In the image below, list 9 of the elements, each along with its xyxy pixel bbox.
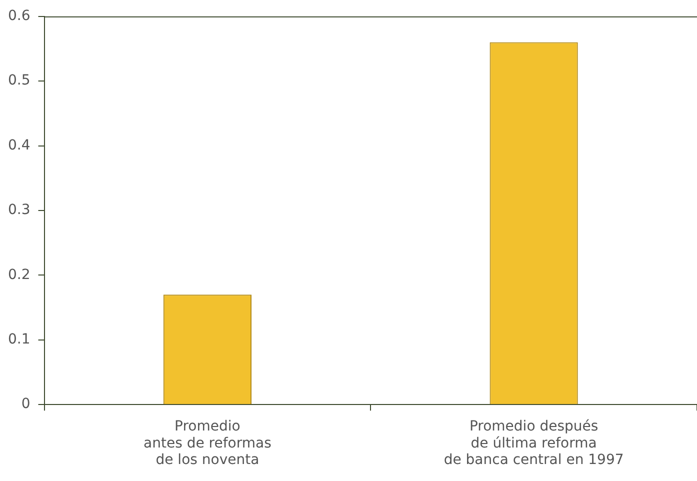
y-tick-label: 0.3 [8,202,30,218]
y-tick-label: 0.6 [8,8,30,24]
x-tick-label: Promedio antes de reformas de los noventa [144,418,272,468]
y-tick-label: 0.2 [8,266,30,283]
y-tick-label: 0.5 [8,72,30,89]
x-tick-label: Promedio después de última reforma de banca central en 1997 [444,418,624,468]
y-tick-label: 0 [21,396,30,412]
y-tick-label: 0.1 [8,332,30,348]
y-tick-label: 0.4 [8,137,30,154]
